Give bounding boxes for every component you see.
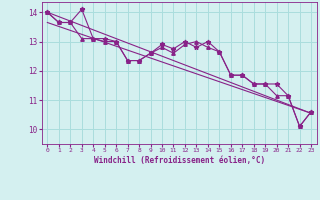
X-axis label: Windchill (Refroidissement éolien,°C): Windchill (Refroidissement éolien,°C) xyxy=(94,156,265,165)
